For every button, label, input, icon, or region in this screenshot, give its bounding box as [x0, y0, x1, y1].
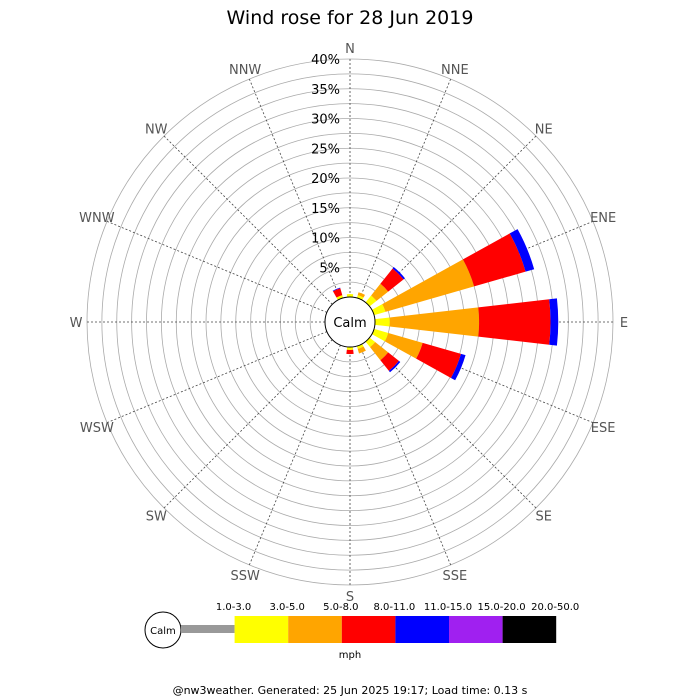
wind-bar-nnw-3.0-5.0: [336, 295, 344, 301]
legend-swatch-3.0-5.0: [234, 616, 289, 643]
direction-label-wnw: WNW: [79, 211, 115, 226]
direction-label-ne: NE: [535, 122, 553, 137]
direction-label-s: S: [346, 590, 354, 605]
wind-bar-e-5.0-8.0: [389, 307, 480, 337]
wind-bar-s-8.0-11.0: [346, 349, 354, 355]
legend-label-8.0-11.0: 8.0-11.0: [374, 602, 416, 613]
legend-swatch-1.0-3.0: [181, 625, 235, 633]
direction-label-n: N: [345, 42, 355, 57]
wind-bar-ese-8.0-11.0: [416, 342, 461, 378]
radial-tick-label: 30%: [311, 113, 340, 128]
wind-bar-ne-3.0-5.0: [365, 295, 377, 307]
wind-bar-e-3.0-5.0: [374, 317, 390, 327]
direction-label-ese: ESE: [591, 421, 616, 436]
legend-unit: mph: [339, 650, 361, 661]
wind-bar-e-11.0-15.0: [549, 298, 559, 346]
wind-bar-ene-3.0-5.0: [371, 304, 386, 316]
legend-swatch-11.0-15.0: [395, 616, 449, 643]
wind-bar-ene-8.0-11.0: [462, 233, 526, 287]
wind-bar-nne-5.0-8.0: [357, 292, 366, 298]
legend-swatch-15.0-20.0: [449, 616, 503, 643]
radial-tick-label: 25%: [311, 142, 340, 157]
wind-bar-s-3.0-5.0: [346, 346, 354, 350]
legend-label-20.0-50.0: 20.0-50.0: [531, 602, 579, 613]
legend-label-5.0-8.0: 5.0-8.0: [323, 602, 358, 613]
wind-bar-sse-3.0-5.0: [356, 343, 364, 349]
chart-title: Wind rose for 28 Jun 2019: [227, 7, 474, 29]
wind-bar-ese-3.0-5.0: [371, 328, 389, 342]
wind-bar-ese-11.0-15.0: [450, 353, 466, 381]
wind-bar-ene-5.0-8.0: [382, 259, 475, 312]
direction-label-nne: NNE: [441, 63, 469, 78]
wind-bar-e-8.0-11.0: [478, 299, 551, 345]
calm-label: Calm: [333, 316, 366, 331]
wind-bar-n-3.0-5.0: [346, 294, 354, 298]
wind-bar-ne-11.0-15.0: [392, 267, 405, 280]
legend-label-11.0-15.0: 11.0-15.0: [424, 602, 472, 613]
wind-bar-sse-5.0-8.0: [357, 346, 366, 354]
direction-label-nnw: NNW: [229, 63, 261, 78]
wind-bar-ese-5.0-8.0: [384, 332, 423, 359]
footer-text: @nw3weather. Generated: 25 Jun 2025 19:1…: [173, 684, 528, 697]
direction-label-e: E: [620, 316, 628, 331]
calm-circle: Calm: [324, 296, 376, 348]
wind-bar-ne-5.0-8.0: [371, 283, 389, 301]
legend-calm-label: Calm: [150, 626, 176, 637]
wind-bar-ne-8.0-11.0: [380, 268, 404, 292]
direction-label-wsw: WSW: [80, 421, 114, 436]
legend-swatch-8.0-11.0: [341, 616, 396, 643]
wind-bar-se-11.0-15.0: [388, 360, 401, 373]
speed-legend: Calm mph 1.0-3.0 3.0-5.0 5.0-8.0 8.0-11.0 11…: [144, 602, 579, 661]
direction-label-ssw: SSW: [230, 569, 260, 584]
direction-label-ene: ENE: [590, 211, 616, 226]
radial-tick-label: 5%: [319, 261, 340, 276]
radial-tick-labels: 5% 10% 15% 20% 25% 30% 35% 40%: [311, 53, 340, 276]
wind-bar-ene-11.0-15.0: [509, 229, 535, 272]
radial-tick-label: 20%: [311, 172, 340, 187]
wind-bar-nne-3.0-5.0: [356, 295, 364, 301]
wind-bar-nnw-8.0-11.0: [332, 288, 343, 298]
direction-label-sse: SSE: [442, 569, 467, 584]
wind-bar-se-5.0-8.0: [370, 342, 389, 361]
direction-label-w: W: [70, 316, 83, 331]
legend-label-3.0-5.0: 3.0-5.0: [269, 602, 304, 613]
direction-label-nw: NW: [145, 122, 168, 137]
legend-label-15.0-20.0: 15.0-20.0: [478, 602, 526, 613]
radial-tick-label: 10%: [311, 232, 340, 247]
radial-tick-label: 40%: [311, 53, 340, 68]
direction-label-sw: SW: [146, 510, 167, 525]
radial-tick-label: 35%: [311, 83, 340, 98]
grid-ring: [101, 73, 599, 571]
direction-labels: N NNE NE ENE E ESE SE SSE S SSW SW WSW W WNW NW NNW: [70, 42, 629, 605]
wind-bar-nnw-11.0-15.0: [332, 287, 341, 292]
wind-bar-se-8.0-11.0: [380, 352, 399, 371]
legend-swatch-5.0-8.0: [288, 616, 342, 643]
direction-label-se: SE: [536, 510, 552, 525]
legend-swatch-20.0-50.0: [502, 616, 557, 643]
radial-tick-label: 15%: [311, 202, 340, 217]
legend-label-1.0-3.0: 1.0-3.0: [216, 602, 251, 613]
wind-bars: [332, 229, 559, 381]
